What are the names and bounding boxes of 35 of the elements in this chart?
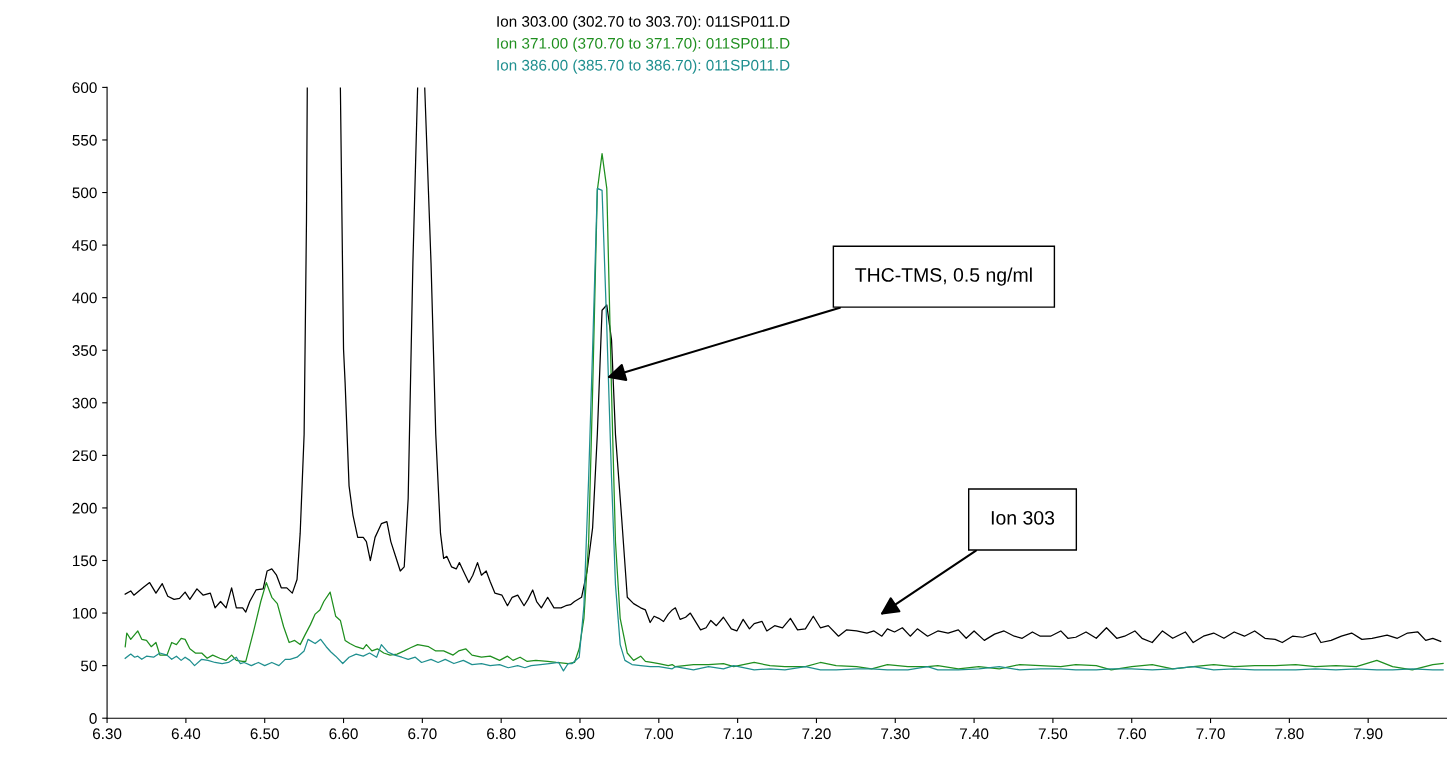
text: Ion 371.00 (370.70 to 371.70): 011SP011.D: [497, 37, 790, 52]
x-tick-label: 7.20: [802, 728, 831, 740]
y-tick-label: 550: [72, 134, 97, 146]
annotation: Ion 303: [991, 510, 1055, 525]
y-tick-label: 250: [72, 450, 97, 462]
y-tick-label: 100: [73, 607, 97, 619]
y-tick-label: 500: [72, 187, 97, 199]
y-tick-label: 200: [72, 502, 97, 514]
x-tick-label: 6.30: [92, 728, 122, 740]
y-tick-label: 150: [73, 555, 97, 567]
x-tick-label: 7.50: [1038, 728, 1068, 740]
y-tick-label: 300: [72, 397, 97, 409]
annotation: THC-TMS, 0.5 ng/ml: [855, 267, 1032, 286]
x-tick-label: 7.40: [960, 728, 989, 740]
y-tick-label: 50: [80, 660, 97, 672]
x-tick-label: 7.80: [1275, 728, 1304, 740]
y-tick-label: 400: [72, 292, 97, 304]
x-tick-label: 6.40: [171, 728, 201, 740]
text: Ion 386.00 (385.70 to 386.70): 011SP011.D: [497, 59, 790, 74]
x-tick-label: 6.80: [487, 728, 516, 740]
x-tick-label: 7.00: [644, 728, 674, 740]
x-tick-label: 7.70: [1196, 728, 1225, 740]
x-tick-label: 6.90: [565, 728, 595, 740]
x-tick-label: 6.70: [408, 728, 437, 740]
y-tick-label: 350: [72, 345, 97, 356]
y-tick-label: 450: [72, 239, 97, 251]
y-tick-label: 600: [72, 82, 97, 94]
y-tick-label: 0: [89, 713, 97, 724]
x-tick-label: 7.30: [881, 728, 910, 740]
x-tick-label: 6.60: [329, 728, 358, 740]
x-tick-label: 7.90: [1354, 728, 1383, 740]
x-tick-label: 7.60: [1117, 728, 1146, 740]
text: Ion 303.00 (302.70 to 303.70): 011SP011.D: [497, 15, 790, 30]
x-tick-label: 7.10: [723, 728, 752, 740]
x-tick-label: 6.50: [250, 728, 279, 740]
